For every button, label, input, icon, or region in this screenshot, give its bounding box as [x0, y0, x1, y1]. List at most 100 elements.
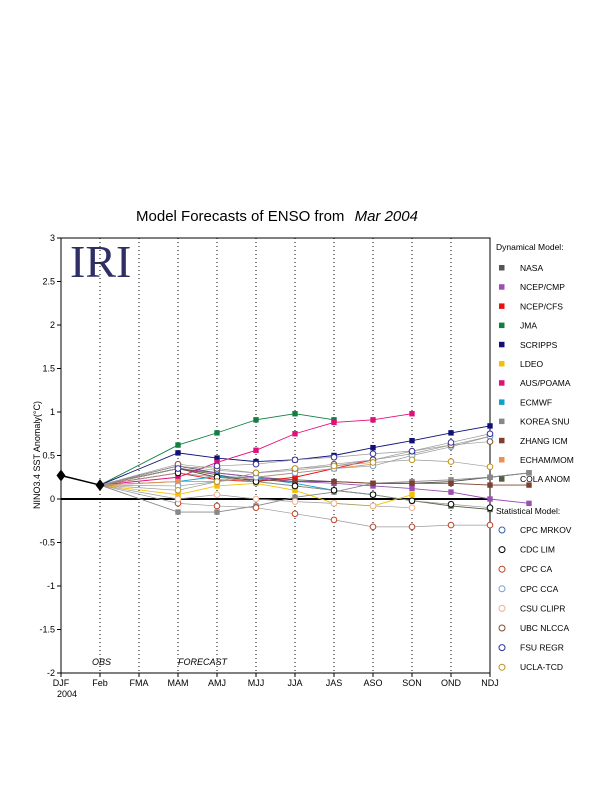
y-tick-label: 0	[50, 494, 55, 504]
legend-label: NCEP/CMP	[520, 282, 565, 292]
data-point	[408, 447, 416, 455]
series-line	[99, 433, 491, 486]
data-point	[292, 411, 298, 417]
data-point	[291, 498, 299, 505]
data-point	[369, 459, 377, 466]
data-point	[331, 419, 337, 426]
data-point	[292, 494, 298, 500]
data-point	[448, 430, 454, 436]
iri-logo: IRI	[70, 236, 131, 287]
data-point	[213, 502, 221, 510]
x-tick-label: JAS	[326, 678, 343, 688]
legend-marker	[499, 437, 505, 444]
legend-label: UBC NLCCA	[520, 623, 569, 633]
legend-marker	[499, 284, 505, 290]
data-point	[331, 478, 337, 485]
legend-label: SCRIPPS	[520, 340, 558, 350]
data-point	[330, 516, 338, 524]
y-tick-label: -0.5	[39, 538, 55, 548]
data-point	[330, 487, 338, 494]
plot-area	[60, 237, 491, 674]
data-point	[175, 442, 181, 448]
data-point	[291, 465, 299, 472]
legend-marker	[499, 476, 505, 482]
data-point	[486, 430, 494, 438]
legend-marker	[498, 663, 506, 671]
observed-point	[95, 479, 105, 492]
chart-title-date: Mar 2004	[355, 208, 418, 225]
data-point	[486, 521, 494, 529]
x-tick-label: DJF	[53, 678, 70, 688]
series-group	[99, 411, 532, 531]
series-line	[99, 484, 413, 509]
data-point	[292, 487, 298, 493]
x-axis: DJF Feb FMA MAM AMJ MJJ JJA JAS ASO SON OND NDJ	[53, 673, 499, 688]
data-point	[252, 504, 260, 512]
x-tick-label: FMA	[130, 678, 149, 688]
data-point	[409, 480, 415, 487]
data-point	[486, 504, 494, 512]
legend: Dynamical Model: Statistical Model: NASA…	[496, 242, 574, 672]
series-line	[99, 436, 491, 486]
series-line	[99, 441, 491, 486]
legend-label: CPC CCA	[520, 584, 559, 594]
legend-label: CPC CA	[520, 564, 552, 574]
data-point	[253, 417, 259, 423]
data-point	[448, 480, 454, 487]
legend-label: KOREA SNU	[520, 417, 570, 427]
series-line	[99, 413, 413, 486]
legend-marker	[499, 322, 505, 329]
legend-marker	[498, 644, 506, 652]
data-point	[486, 438, 494, 445]
legend-marker	[499, 399, 505, 405]
data-point	[175, 478, 181, 485]
data-point	[370, 417, 376, 423]
data-point	[330, 500, 338, 507]
obs-annotation: OBS	[92, 657, 111, 667]
legend-label: CSU CLIPR	[520, 603, 565, 613]
x-tick-label: NDJ	[481, 678, 499, 688]
legend-label: ZHANG ICM	[520, 436, 568, 446]
data-point	[409, 438, 415, 444]
data-point	[292, 474, 298, 480]
data-point	[409, 485, 415, 492]
data-point	[214, 509, 220, 515]
data-point	[487, 474, 493, 480]
statistical-series	[99, 484, 494, 531]
x-tick-label: SON	[402, 678, 422, 688]
legend-marker	[498, 565, 506, 573]
data-point	[526, 482, 532, 488]
year-label: 2004	[57, 689, 77, 699]
data-point	[292, 431, 298, 437]
data-point	[175, 491, 181, 498]
data-point	[213, 491, 221, 498]
data-point	[174, 495, 182, 503]
legend-label: CDC LIM	[520, 545, 555, 555]
y-axis-label: NINO3.4 SST Anomaly(°C)	[32, 401, 42, 509]
legend-marker	[499, 418, 505, 425]
x-tick-label: JJA	[287, 678, 302, 688]
series-line	[99, 484, 490, 528]
legend-marker	[499, 380, 505, 386]
data-point	[487, 482, 493, 488]
y-axis: -2 -1.5 -1 -0.5 0 0.5 1 1.5 2 2.5 3	[39, 233, 61, 678]
data-point	[487, 496, 493, 502]
data-point	[291, 510, 299, 518]
data-point	[330, 453, 338, 461]
legend-label: ECMWF	[520, 397, 552, 407]
data-point	[447, 521, 455, 529]
legend-label: JMA	[520, 321, 537, 331]
x-tick-label: MAM	[168, 678, 189, 688]
legend-label: NCEP/CFS	[520, 301, 563, 311]
series-line	[99, 436, 491, 487]
data-point	[292, 478, 298, 485]
series-line	[99, 413, 335, 486]
statistical-series	[99, 456, 494, 494]
x-tick-label: ASO	[363, 678, 382, 688]
data-point	[252, 460, 260, 468]
data-point	[408, 497, 416, 505]
observed-point	[56, 469, 66, 482]
forecast-annotation: FORECAST	[178, 657, 229, 667]
data-point	[486, 463, 494, 471]
